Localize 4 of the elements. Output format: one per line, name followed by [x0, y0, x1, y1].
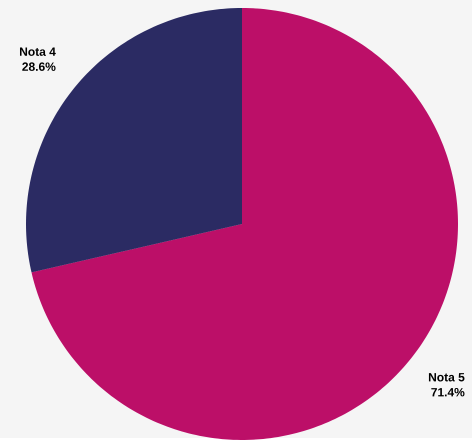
slice-label: Nota 5 — [428, 373, 464, 382]
data-label: 28.6% — [22, 62, 56, 71]
slice-label: Nota 4 — [20, 48, 56, 56]
data-label: 71.4% — [431, 388, 464, 396]
